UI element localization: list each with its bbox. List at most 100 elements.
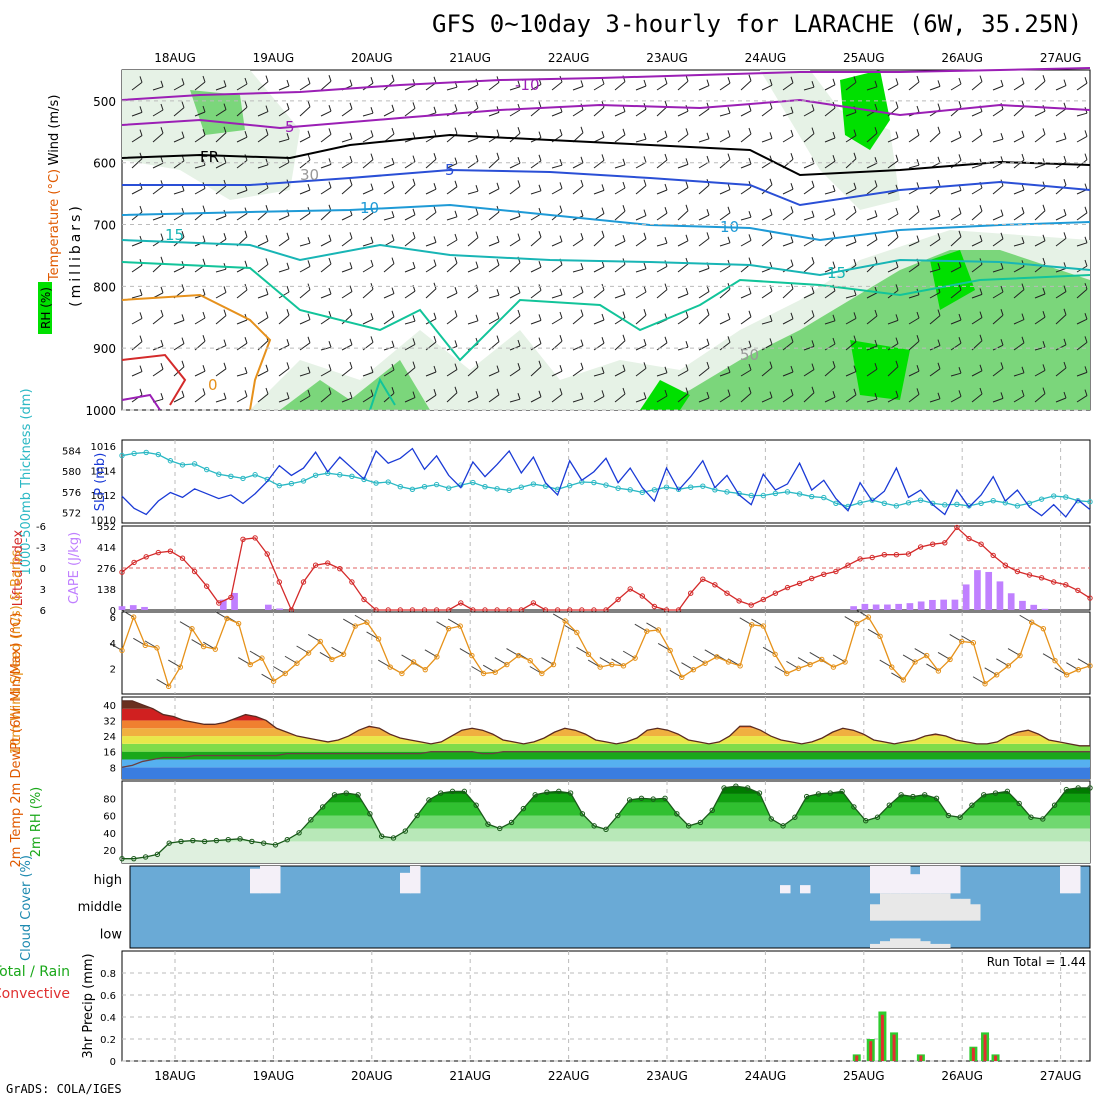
wind-barb xyxy=(173,319,185,325)
wind-barb-flag xyxy=(601,230,605,237)
thickness-line-point xyxy=(942,502,948,508)
wind-barb xyxy=(635,85,647,91)
li-tick-label: 0 xyxy=(40,564,46,575)
li-line-point xyxy=(179,555,186,561)
wind-barb xyxy=(152,368,164,377)
wind-barb-flag xyxy=(181,314,185,321)
wind-barb-flag xyxy=(1084,236,1088,243)
wind-barb-flag xyxy=(349,338,353,345)
wind-barb xyxy=(467,237,479,247)
wind-barb-flag xyxy=(937,362,941,369)
wind-barb-flag xyxy=(727,313,731,320)
wind-barb xyxy=(341,291,353,299)
li-line-point xyxy=(688,590,694,596)
wind-barb xyxy=(719,318,731,325)
wind-barb-flag xyxy=(580,209,584,217)
thickness-line-point xyxy=(361,476,367,483)
wind-barb-flag xyxy=(160,256,164,263)
wind-barb-flag xyxy=(979,288,983,295)
wind-barb xyxy=(866,215,878,221)
wind-speed-line-point xyxy=(993,672,1000,678)
wind-barb xyxy=(194,317,206,325)
cape-axis-label: CAPE (J/kg) xyxy=(67,532,82,604)
wind-barb-flag xyxy=(601,207,605,214)
wind-barb-flag xyxy=(580,233,584,240)
li-line-point xyxy=(167,548,174,554)
wind-barb xyxy=(1034,393,1046,403)
wind-barb-flag xyxy=(517,127,521,134)
wind-barb-flag xyxy=(454,127,458,134)
cape-bar xyxy=(884,604,891,610)
wind-barb xyxy=(698,291,710,299)
wind-barb-flag xyxy=(1000,209,1004,216)
thickness-line-point xyxy=(542,483,549,489)
wind-barb xyxy=(173,396,185,403)
wind-barb-flag xyxy=(874,309,878,317)
wind-barb xyxy=(215,398,227,403)
wind-speed-line-point xyxy=(1052,657,1058,664)
isotherm-label: 5 xyxy=(285,118,295,136)
wind-barb-flag xyxy=(916,311,920,319)
wind-barb-flag xyxy=(454,233,458,241)
wind-barb xyxy=(236,83,248,91)
li-line-point xyxy=(325,560,331,566)
wind-barb-flag xyxy=(937,233,941,240)
thickness-line-point xyxy=(603,482,609,488)
isotherm-label: FR xyxy=(200,148,219,166)
wind-barb-flag xyxy=(202,258,206,265)
wind-barb-flag xyxy=(1042,341,1046,348)
rh-line-point xyxy=(142,854,149,860)
rh-line-point xyxy=(331,792,338,798)
wind-barb-flag xyxy=(1042,234,1046,241)
wind-barb-flag xyxy=(916,182,920,189)
wind-barb xyxy=(845,241,857,247)
li-tick-label: 3 xyxy=(40,585,46,596)
wind-barb xyxy=(656,189,668,195)
cape-bar xyxy=(231,592,238,610)
wind-barb xyxy=(677,210,689,221)
wind-barb xyxy=(782,318,794,325)
li-line-point xyxy=(700,576,706,582)
cloud-block xyxy=(920,866,931,894)
wind-barb-flag xyxy=(1000,285,1004,293)
wind-barb xyxy=(782,288,794,299)
wind-barb-flag xyxy=(643,179,647,186)
wind-barb xyxy=(950,266,962,273)
wind-barb xyxy=(509,292,521,299)
thickness-line-point xyxy=(784,489,791,495)
wind-barb-flag xyxy=(1000,232,1004,239)
wind-barb xyxy=(278,85,290,91)
wind-barb xyxy=(257,81,269,91)
wind-barb xyxy=(719,112,731,117)
wind-barb xyxy=(740,163,752,169)
wind-barb-flag xyxy=(307,366,311,373)
wind-speed-line-point xyxy=(282,670,288,677)
wind-barb-flag xyxy=(307,313,311,320)
wind-speed-line-point xyxy=(632,655,638,661)
wind-barb-flag xyxy=(706,155,710,163)
li-line-point xyxy=(736,598,742,604)
wind-barb xyxy=(971,240,983,247)
wind-barb xyxy=(425,212,437,221)
wind-barb-flag xyxy=(517,286,521,293)
wind-barb xyxy=(656,212,668,221)
wind-barb xyxy=(635,344,647,351)
wind-barb xyxy=(362,242,374,247)
wind-barb xyxy=(803,369,815,377)
wind-barb-flag xyxy=(202,235,206,242)
wind-barb xyxy=(740,239,752,247)
wind-barb-flag xyxy=(391,104,395,111)
wind-barb xyxy=(299,189,311,195)
wind-barb-flag xyxy=(412,261,416,269)
wind-barb xyxy=(425,158,437,169)
cape-bar xyxy=(1007,593,1015,610)
cape-bar xyxy=(906,603,914,610)
wind-barb xyxy=(1076,288,1088,299)
thickness-line-point xyxy=(905,500,912,506)
wind-barb-flag xyxy=(412,231,416,239)
wind-barb-flag xyxy=(559,388,563,395)
wind-barb-flag xyxy=(265,387,269,395)
wind-barb xyxy=(1013,242,1025,247)
li-line-point xyxy=(191,568,198,575)
wind-barb xyxy=(887,396,899,403)
